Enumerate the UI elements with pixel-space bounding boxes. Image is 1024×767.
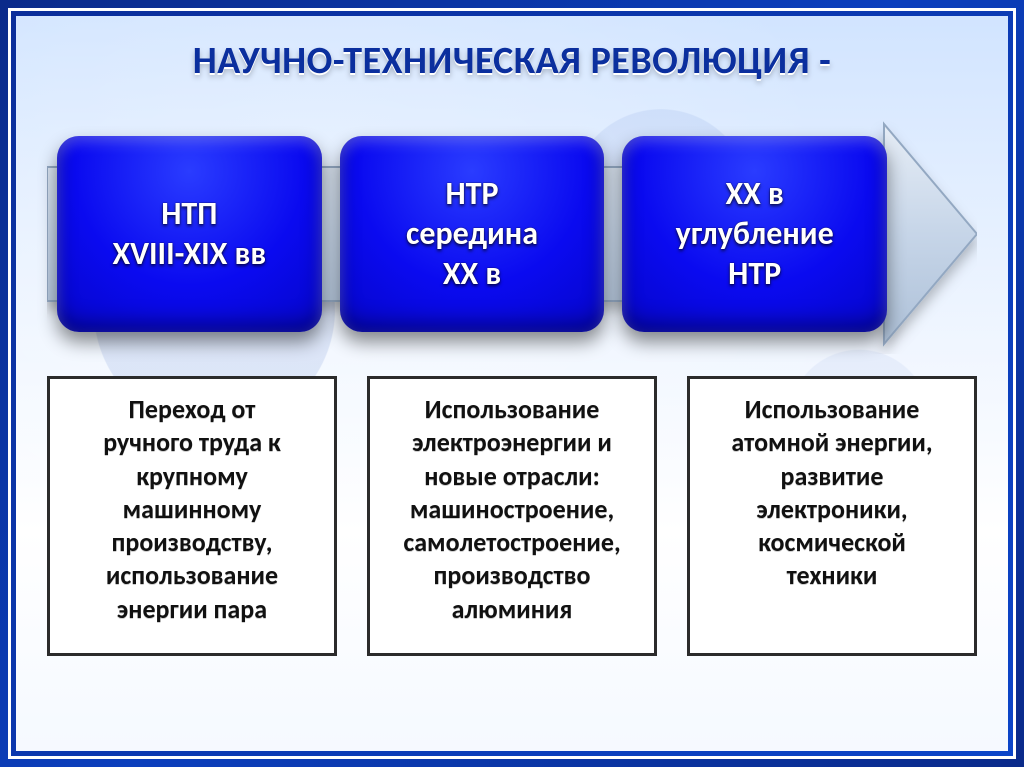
stage-card-1: НТП XVIII-XIX вв	[57, 136, 322, 332]
process-arrow: НТП XVIII-XIX вв НТР середина XX в XX в …	[47, 114, 977, 354]
inner-frame: НАУЧНО-ТЕХНИЧЕСКАЯ РЕВОЛЮЦИЯ -	[8, 8, 1016, 759]
description-text-1: Переход от ручного труда к крупному маши…	[103, 393, 281, 626]
stage-card-2: НТР середина XX в	[340, 136, 605, 332]
outer-frame: НАУЧНО-ТЕХНИЧЕСКАЯ РЕВОЛЮЦИЯ -	[0, 0, 1024, 767]
description-text-3: Использование атомной энергии, развитие …	[731, 393, 932, 593]
description-row: Переход от ручного труда к крупному маши…	[47, 376, 977, 656]
stage-card-3: XX в углубление НТР	[622, 136, 887, 332]
stage-title-1: НТП XVIII-XIX вв	[112, 194, 266, 274]
description-card-2: Использование электроэнергии и новые отр…	[367, 376, 657, 656]
description-text-2: Использование электроэнергии и новые отр…	[403, 393, 620, 626]
slide-title: НАУЧНО-ТЕХНИЧЕСКАЯ РЕВОЛЮЦИЯ -	[193, 38, 832, 84]
description-card-3: Использование атомной энергии, развитие …	[687, 376, 977, 656]
stage-title-2: НТР середина XX в	[406, 174, 538, 294]
slide: НАУЧНО-ТЕХНИЧЕСКАЯ РЕВОЛЮЦИЯ -	[16, 16, 1008, 751]
stage-card-row: НТП XVIII-XIX вв НТР середина XX в XX в …	[57, 136, 887, 332]
stage-title-3: XX в углубление НТР	[676, 174, 834, 294]
description-card-1: Переход от ручного труда к крупному маши…	[47, 376, 337, 656]
